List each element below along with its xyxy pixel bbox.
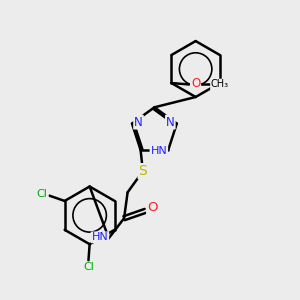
Text: Cl: Cl [37, 189, 48, 199]
Text: HN: HN [151, 146, 167, 155]
Text: S: S [139, 164, 147, 178]
Text: N: N [166, 116, 175, 129]
Text: CH₃: CH₃ [211, 80, 229, 89]
Text: O: O [191, 77, 200, 90]
Text: HN: HN [92, 232, 108, 242]
Text: N: N [134, 116, 143, 129]
Text: O: O [147, 201, 158, 214]
Text: Cl: Cl [83, 262, 94, 272]
